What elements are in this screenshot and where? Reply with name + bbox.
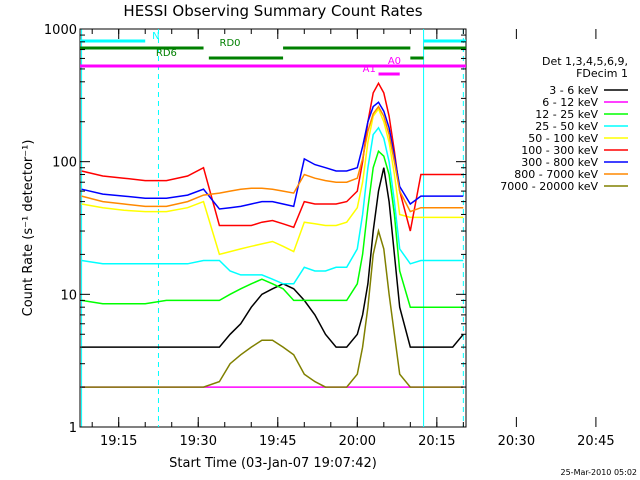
legend-header-line-1: Det 1,3,4,5,6,9, xyxy=(542,55,628,68)
x-tick-label: 20:00 xyxy=(339,434,376,449)
series-line-5 xyxy=(81,81,464,232)
state-bars: N RD0 RD6 A0 A1 xyxy=(80,31,466,76)
y-axis-label: Count Rate (s⁻¹ detector⁻¹) xyxy=(21,140,36,317)
series-line-6 xyxy=(81,101,464,210)
series-line-7 xyxy=(81,105,464,213)
vertical-markers xyxy=(81,29,464,427)
x-tick-label: 19:15 xyxy=(100,434,137,449)
legend-entry-label: 300 - 800 keV xyxy=(521,156,598,169)
legend-entry-label: 3 - 6 keV xyxy=(549,84,598,97)
plot-frame xyxy=(79,28,467,428)
state-bar-label-rd6: RD6 xyxy=(156,48,177,59)
state-bar-label-a0: A0 xyxy=(388,56,401,67)
state-bar-label-n: N xyxy=(152,31,159,42)
legend-entry-label: 12 - 25 keV xyxy=(535,108,598,121)
timestamp: 25-Mar-2010 05:02 xyxy=(561,468,638,477)
x-tick-label: 19:45 xyxy=(259,434,296,449)
state-bar-label-a1: A1 xyxy=(363,64,376,75)
x-tick-label: 19:30 xyxy=(180,434,217,449)
x-tick-label: 20:15 xyxy=(418,434,455,449)
y-tick-label: 10 xyxy=(60,288,77,303)
legend-entry-label: 7000 - 20000 keV xyxy=(500,180,598,193)
y-tick-label: 1000 xyxy=(44,23,77,38)
legend-entry-label: 6 - 12 keV xyxy=(542,96,598,109)
series-line-8 xyxy=(81,228,464,388)
series-line-0 xyxy=(81,167,464,348)
legend-entry-label: 50 - 100 keV xyxy=(528,132,598,145)
legend-header-line-2: FDecim 1 xyxy=(576,67,628,80)
legend-entry-label: 800 - 7000 keV xyxy=(514,168,598,181)
y-tick-label: 1 xyxy=(69,421,77,436)
state-bar-label-rd0: RD0 xyxy=(220,38,241,49)
series-lines xyxy=(81,81,464,388)
x-tick-label: 20:45 xyxy=(577,434,614,449)
axes: 1 10 100 1000 19:15 19:30 19:45 20:00 20:15 20:30… xyxy=(44,23,615,449)
series-line-4 xyxy=(81,107,464,256)
x-axis-label: Start Time (03-Jan-07 19:07:42) xyxy=(169,456,377,471)
series-line-2 xyxy=(81,149,464,308)
legend-entry-label: 25 - 50 keV xyxy=(535,120,598,133)
series-line-3 xyxy=(81,126,464,285)
x-tick-label: 20:30 xyxy=(498,434,535,449)
y-tick-label: 100 xyxy=(52,156,77,171)
chart-title: HESSI Observing Summary Count Rates xyxy=(123,2,422,20)
legend-entry-label: 100 - 300 keV xyxy=(521,144,598,157)
